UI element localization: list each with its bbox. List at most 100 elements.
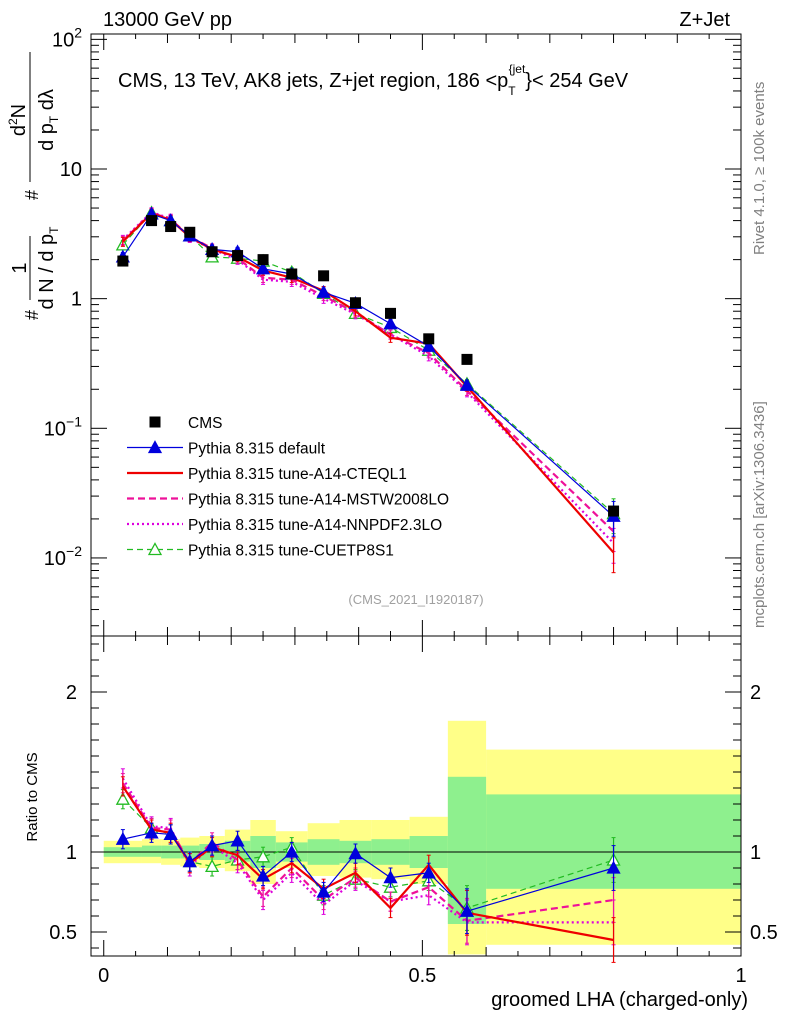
point-cms: [184, 226, 196, 238]
legend: CMS Pythia 8.315 default Pythia 8.315 tune…: [127, 415, 449, 560]
header-right: Z+Jet: [679, 9, 730, 31]
legend-label-default: Pythia 8.315 default: [188, 441, 326, 458]
band-inner-bin: [141, 845, 162, 857]
tick-base: 10: [44, 548, 66, 570]
legend-item-cuetp8s1: Pythia 8.315 tune-CUETP8S1: [127, 542, 394, 560]
ratio-point-default: [144, 825, 159, 839]
point-cms: [423, 333, 435, 345]
ratio-panel-frame: 0 0.5 12 21 10.5 0.5: [49, 635, 778, 987]
legend-item-mstw: Pythia 8.315 tune-A14-MSTW2008LO: [127, 492, 449, 509]
ratio-point-default: [163, 827, 178, 841]
ratio-panel-series: [115, 768, 621, 963]
tick-exponent: −1: [66, 413, 82, 429]
ratio-point-cuetp8s1: [204, 859, 220, 873]
legend-label-cuetp8s1: Pythia 8.315 tune-CUETP8S1: [188, 543, 394, 560]
point-cms: [318, 270, 330, 282]
svg-text:d N / d pT: d N / d pT: [36, 226, 61, 310]
chart-title: CMS, 13 TeV, AK8 jets, Z+jet region, 186…: [118, 62, 629, 98]
point-cms: [232, 250, 244, 262]
point-cms: [349, 297, 361, 309]
point-cms: [257, 254, 269, 266]
y-tick-label: 2: [66, 682, 77, 704]
panel-border: [90, 635, 742, 957]
point-cms: [286, 268, 298, 280]
rivet-label: Rivet 4.1.0, ≥ 100k events: [751, 81, 768, 255]
y-tick-label: 10: [60, 159, 82, 181]
y-axis-label-ratio: Ratio to CMS: [24, 752, 41, 841]
ratio-point-default: [459, 903, 475, 917]
point-cms: [461, 353, 473, 365]
tick-exponent: 2: [74, 24, 82, 40]
legend-marker-cuetp8s1: [147, 542, 163, 556]
legend-item-default: Pythia 8.315 default: [127, 440, 326, 458]
series-nnpdf: [120, 207, 616, 564]
point-default: [421, 338, 436, 352]
point-cms: [608, 505, 620, 517]
legend-item-cteq: Pythia 8.315 tune-A14-CTEQL1: [127, 466, 407, 483]
tick-base: 10: [52, 29, 74, 51]
point-cms: [165, 221, 177, 233]
y-tick-label: 10−2: [44, 543, 82, 570]
point-cms: [117, 255, 129, 267]
series-cms: [117, 215, 620, 517]
ratio-point-default: [115, 831, 130, 845]
mcplots-label: mcplots.cern.ch [arXiv:1306.3436]: [751, 401, 768, 628]
series-line-mstw: [122, 211, 615, 533]
ratio-point-default: [284, 844, 299, 858]
ratio-uncertainty-bands: [103, 720, 741, 955]
y-tick-label-right: 0.5: [750, 922, 778, 944]
ratio-series-default: [115, 822, 621, 935]
ratio-point-cuetp8s1: [115, 791, 130, 805]
y-tick-label: 0.5: [49, 922, 77, 944]
legend-marker-cms: [149, 416, 161, 428]
ratio-point-default: [255, 868, 271, 882]
ratio-point-default: [316, 884, 331, 898]
svg-text:#: #: [22, 190, 42, 200]
ratio-point-default: [204, 838, 220, 852]
point-cms: [146, 215, 158, 227]
legend-item-cms: CMS: [149, 415, 222, 432]
point-default: [316, 284, 331, 298]
point-cms: [385, 307, 397, 319]
y-tick-label-right: 2: [750, 682, 761, 704]
ratio-point-default: [230, 833, 245, 847]
y-tick-label: 1: [71, 289, 82, 311]
point-default: [255, 261, 271, 275]
ratio-point-cuetp8s1: [255, 849, 271, 863]
legend-item-nnpdf: Pythia 8.315 tune-A14-NNPDF2.3LO: [127, 517, 442, 534]
series-cuetp8s1: [115, 205, 621, 535]
legend-label-mstw: Pythia 8.315 tune-A14-MSTW2008LO: [188, 492, 449, 509]
legend-marker-default: [147, 440, 163, 454]
y-tick-label: 10−1: [44, 413, 82, 440]
legend-label-cms: CMS: [188, 415, 222, 432]
ratio-point-default: [182, 854, 197, 868]
y-tick-label: 102: [52, 24, 82, 51]
ratio-point-default: [606, 860, 621, 874]
svg-text:1: 1: [9, 262, 31, 273]
tick-base: 10: [44, 418, 66, 440]
legend-label-nnpdf: Pythia 8.315 tune-A14-NNPDF2.3LO: [188, 517, 442, 534]
x-tick-label: 1: [735, 965, 746, 987]
point-default: [459, 377, 475, 391]
point-cms: [206, 246, 218, 258]
series-line-cuetp8s1: [122, 212, 614, 515]
legend-label-cteq: Pythia 8.315 tune-A14-CTEQL1: [188, 466, 407, 483]
ratio-line-cuetp8s1: [122, 798, 614, 909]
watermark: (CMS_2021_I1920187): [348, 592, 483, 607]
x-tick-label: 0.5: [408, 965, 436, 987]
ratio-point-default: [348, 846, 363, 860]
point-default: [383, 316, 398, 330]
ratio-line-nnpdf: [121, 777, 614, 924]
y-tick-label-right: 1: [750, 842, 761, 864]
header-left: 13000 GeV pp: [103, 9, 232, 31]
ratio-point-default: [421, 865, 436, 879]
y-axis-label-main: 1 d N / d pT d2N d pT dλ # #: [6, 52, 61, 320]
y-tick-label: 1: [66, 842, 77, 864]
svg-text:d2N: d2N: [6, 104, 30, 136]
x-tick-label: 0: [98, 965, 109, 987]
x-axis-label: groomed LHA (charged-only): [491, 989, 748, 1011]
series-default: [115, 206, 621, 537]
series-line-nnpdf: [122, 210, 615, 544]
